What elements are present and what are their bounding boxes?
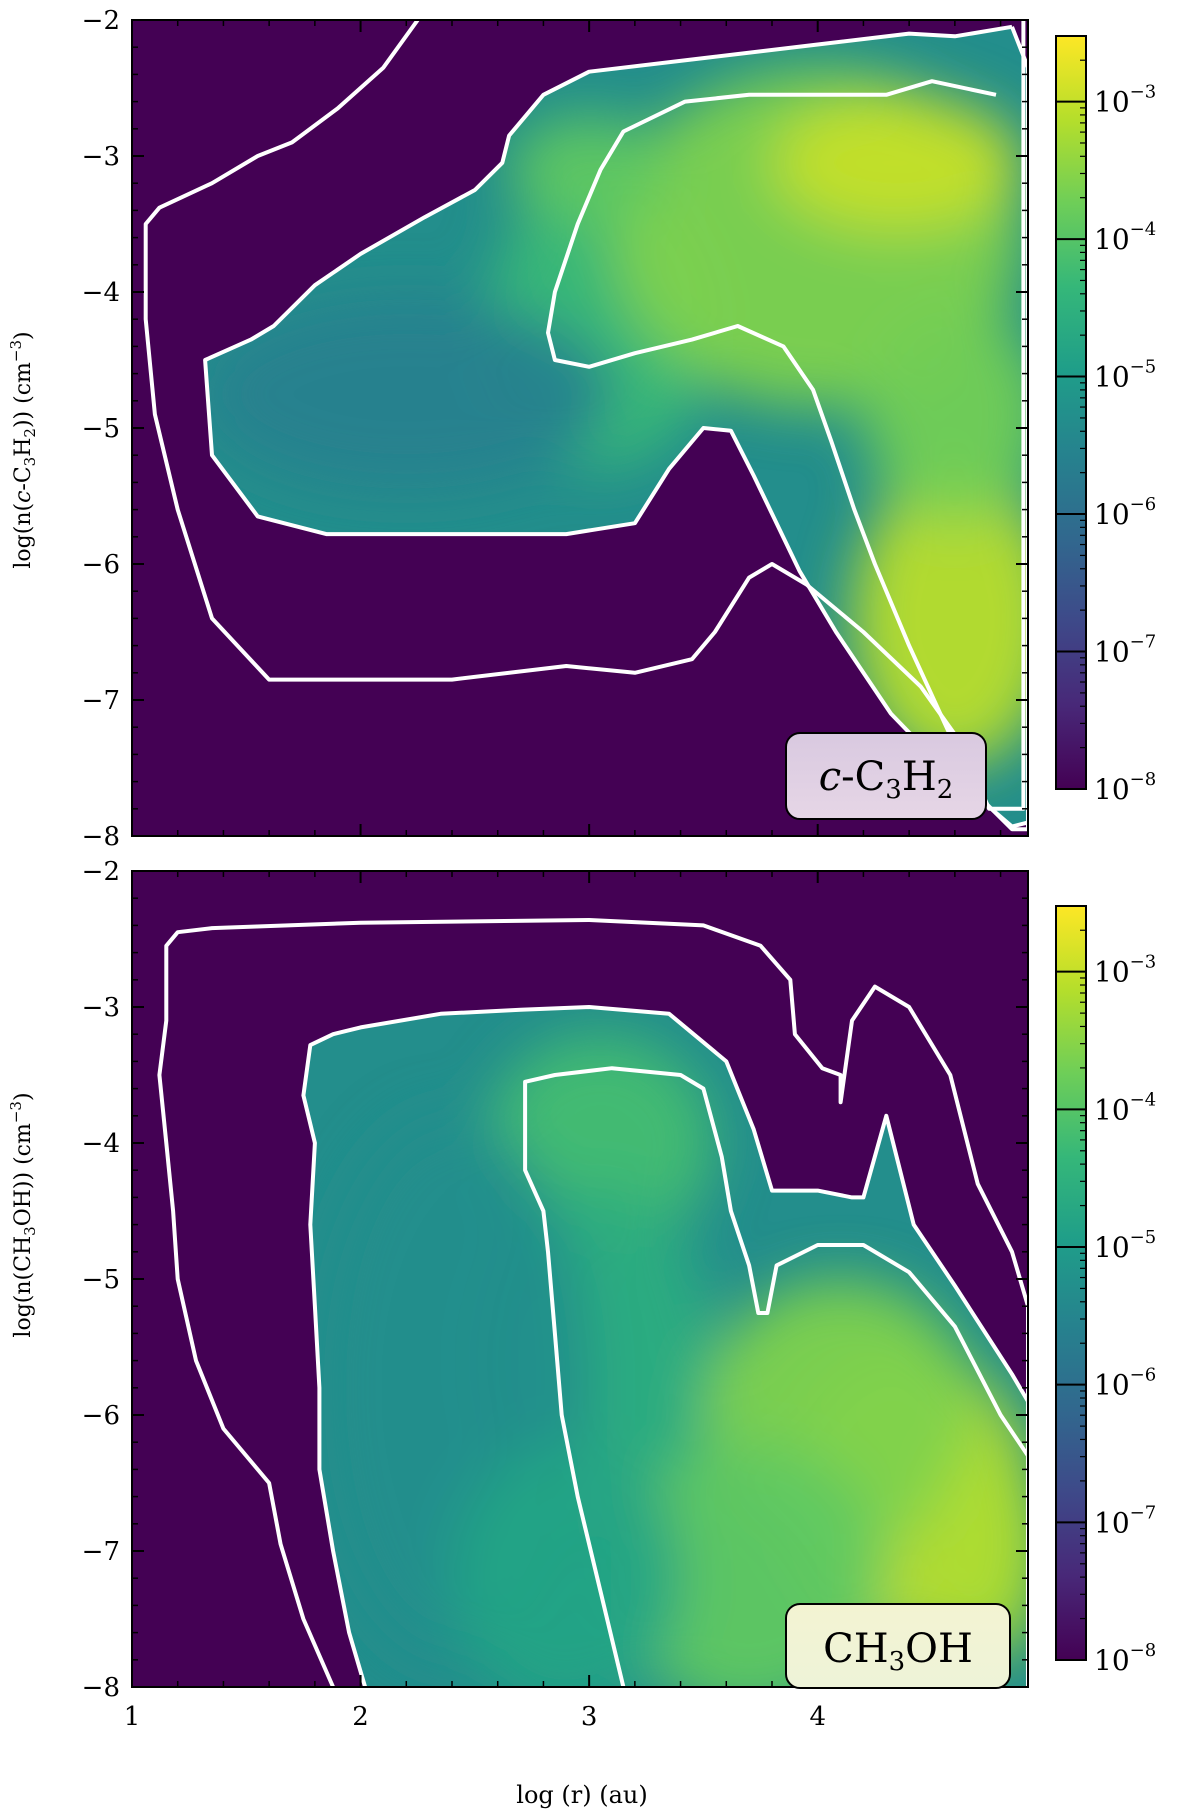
colorbar-gradient — [1055, 35, 1087, 790]
svg-text:c-C3H2: c-C3H2 — [819, 754, 954, 805]
contour-outer — [143, 20, 1026, 811]
x-tick-label: 1 — [124, 1702, 141, 1732]
y-axis-label: log(n(c-C3H2)) (cm−3) — [7, 331, 39, 568]
y-axis-label: log(n(CH3OH)) (cm−3) — [7, 1092, 39, 1337]
heatmap-blob-6 — [452, 1442, 681, 1687]
colorbar-gradient — [1055, 905, 1087, 1661]
colorbar-tick-label: 10−5 — [1094, 1227, 1156, 1264]
panel-c-c3h2: −2 −3 −4 −5 −6 −7 −8 log(n(c-C3H2)) (cm−3) c-C… — [7, 6, 1156, 852]
heatmap-field — [303, 1007, 1028, 1687]
colorbar: 10−3 10−4 10−5 10−6 10−7 10−8 — [1055, 905, 1156, 1677]
heatmap-blob-6 — [509, 115, 670, 224]
x-tick-label: 2 — [352, 1702, 369, 1732]
colorbar-tick-label: 10−8 — [1094, 1640, 1156, 1677]
contour-inner — [546, 79, 1028, 832]
y-tick-label: −7 — [82, 686, 120, 716]
contour-lines — [157, 918, 1028, 1687]
colorbar-tick-label: 10−8 — [1094, 769, 1156, 806]
colorbar-tick-label: 10−4 — [1094, 1089, 1156, 1126]
y-tick-label: −5 — [82, 414, 120, 444]
heatmap-field — [205, 26, 1028, 827]
contour-middle — [301, 1005, 1028, 1687]
heatmap-blob-5 — [205, 298, 612, 490]
species-label-box: c-C3H2 — [785, 732, 987, 820]
y-tick-label: −4 — [82, 278, 120, 308]
svg-text:log(n(CH3OH)) (cm−3): log(n(CH3OH)) (cm−3) — [7, 1092, 39, 1337]
contour-outer — [157, 918, 1028, 1687]
contour-inner — [523, 1066, 1028, 1687]
heatmap-blob-4 — [863, 305, 1028, 524]
y-tick-label: −3 — [82, 142, 120, 172]
y-tick-label: −2 — [82, 6, 120, 36]
colorbar-tick-label: 10−4 — [1094, 219, 1156, 256]
heatmap-blob-3 — [852, 468, 1028, 769]
svg-text:log(n(c-C3H2)) (cm−3): log(n(c-C3H2)) (cm−3) — [7, 331, 39, 568]
colorbar-tick-label: 10−3 — [1094, 952, 1156, 989]
species-label-box: CH3OH — [785, 1603, 1011, 1689]
x-tick-label: 3 — [581, 1702, 598, 1732]
y-tick-label: −6 — [82, 550, 120, 580]
y-tick-label: −8 — [82, 822, 120, 852]
axis-ticks: 1 2 3 4 −2 −3 −4 −5 −6 −7 −8 — [82, 857, 1028, 1732]
svg-text:CH3OH: CH3OH — [823, 1626, 973, 1677]
y-tick-label: −4 — [82, 1129, 120, 1159]
axis-ticks: −2 −3 −4 −5 −6 −7 −8 — [82, 6, 1028, 852]
x-tick-label: 4 — [809, 1702, 826, 1732]
panel-ch3oh: 1 2 3 4−2−3−4−5−6−7−8 log(n(CH3OH)) (cm−3) … — [7, 857, 1156, 1732]
colorbar-tick-label: 10−5 — [1094, 357, 1156, 394]
y-tick-label: −5 — [82, 1265, 120, 1295]
colorbar-tick-label: 10−7 — [1094, 632, 1156, 669]
colorbar: 10−3 10−4 10−5 10−6 10−7 10−8 — [1055, 35, 1156, 806]
contour-middle — [203, 24, 1028, 829]
x-axis-label: log (r) (au) — [516, 1781, 647, 1809]
contour-lines — [143, 20, 1028, 832]
y-tick-label: −2 — [82, 857, 120, 887]
colorbar-tick-label: 10−6 — [1094, 1365, 1156, 1402]
colorbar-tick-label: 10−3 — [1094, 82, 1156, 119]
y-tick-label: −7 — [82, 1537, 120, 1567]
y-tick-label: −3 — [82, 993, 120, 1023]
heatmap-blob-2 — [772, 94, 1024, 231]
colorbar-tick-label: 10−6 — [1094, 494, 1156, 531]
y-tick-label: −6 — [82, 1401, 120, 1431]
colorbar-tick-label: 10−7 — [1094, 1502, 1156, 1539]
y-tick-label: −8 — [82, 1673, 120, 1703]
